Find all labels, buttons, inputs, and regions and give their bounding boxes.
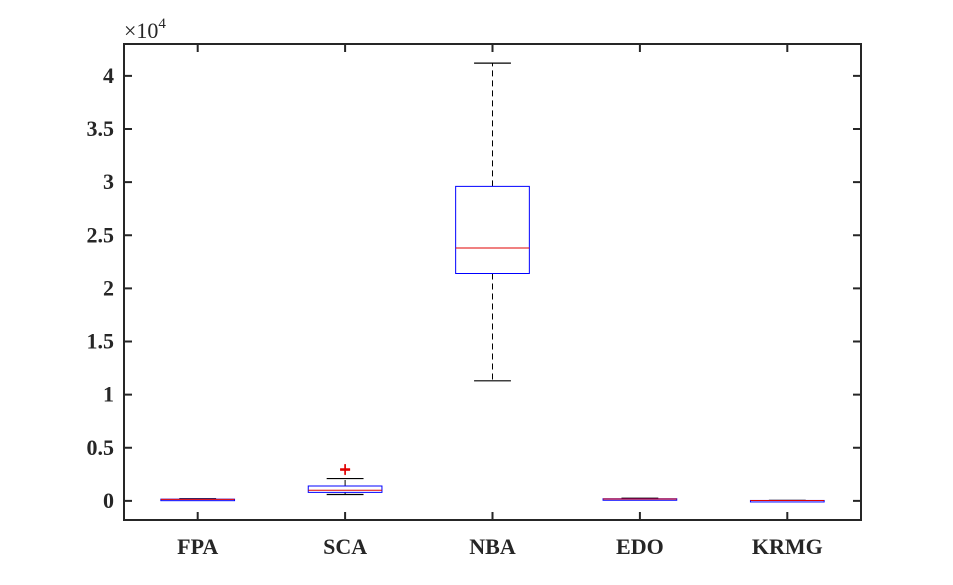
- x-category-label: SCA: [323, 534, 367, 559]
- box-group-fpa: [160, 498, 236, 502]
- box-group-edo: [602, 497, 678, 501]
- y-tick-label: 0: [103, 488, 114, 513]
- y-tick-label: 3: [103, 169, 114, 194]
- y-tick-label: 4: [103, 63, 114, 88]
- box: [455, 185, 530, 274]
- x-category-label: FPA: [177, 534, 218, 559]
- x-category-label: KRMG: [752, 534, 823, 559]
- y-tick-label: 3.5: [87, 116, 115, 141]
- y-scale-prefix: ×10: [124, 18, 158, 43]
- box-group-krmg: [749, 499, 825, 503]
- box-group-nba: [455, 62, 530, 382]
- x-category-label: EDO: [616, 534, 664, 559]
- y-scale-exponent: ×104: [124, 16, 166, 43]
- y-tick-label: 1: [103, 382, 114, 407]
- y-tick-label: 2: [103, 275, 114, 300]
- box: [307, 485, 383, 493]
- box-group-sca: [307, 464, 383, 496]
- x-category-label: NBA: [469, 534, 516, 559]
- outlier-marker: [340, 464, 351, 474]
- y-scale-power: 4: [158, 16, 166, 32]
- x-axis: FPA SCA NBA EDO KRMG: [177, 44, 823, 559]
- y-axis: 0 0.5 1 1.5 2 2.5 3 3.5 4: [87, 63, 861, 513]
- y-tick-label: 0.5: [87, 435, 115, 460]
- y-tick-label: 1.5: [87, 329, 115, 354]
- chart-marks: [160, 62, 825, 503]
- y-tick-label: 2.5: [87, 222, 115, 247]
